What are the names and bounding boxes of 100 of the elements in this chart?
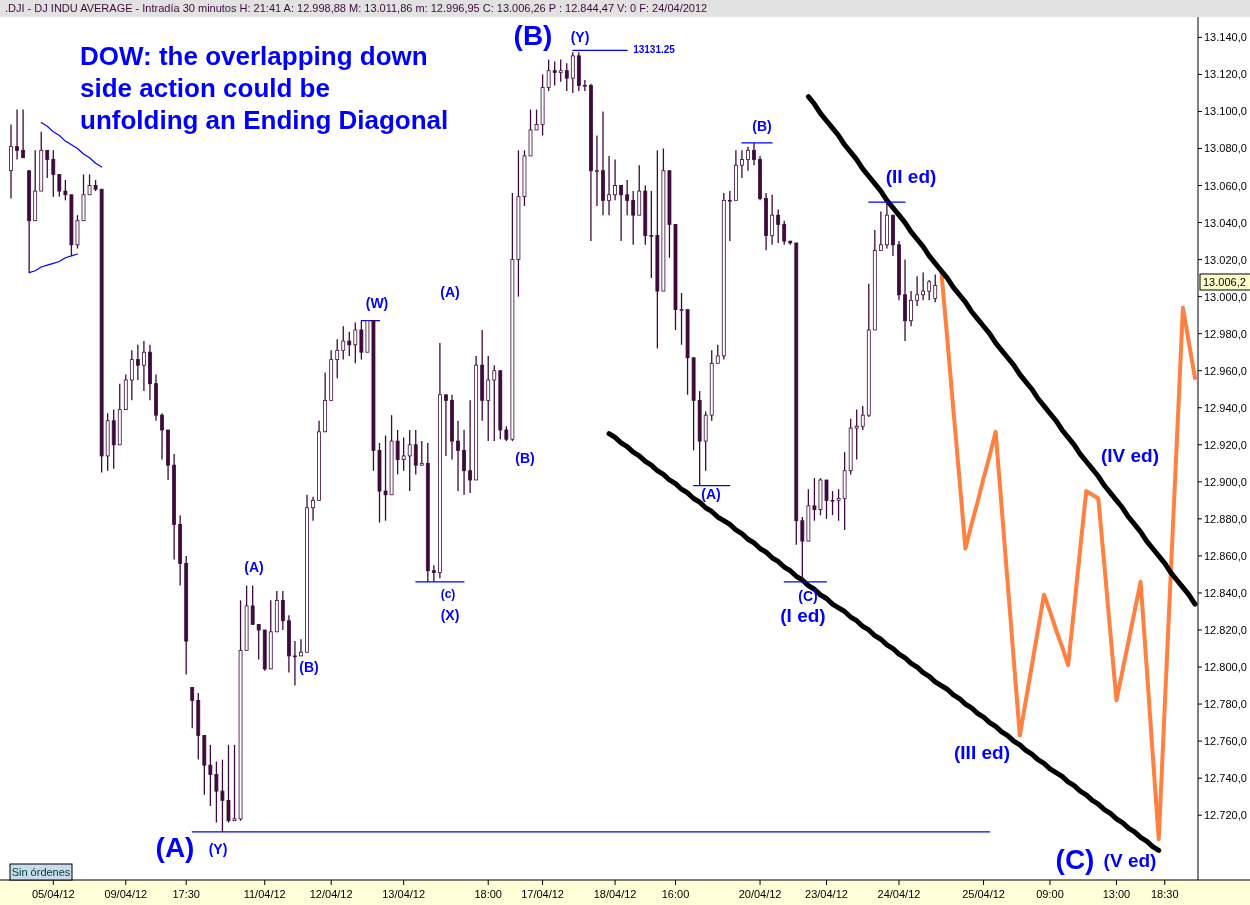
candlestick xyxy=(740,149,744,179)
annotation: Sin órdenes xyxy=(11,866,71,878)
annotation: (I ed) xyxy=(780,605,826,627)
text: 13.006,2 xyxy=(1203,276,1246,288)
y-tick-label: 13.100,0 xyxy=(1204,105,1247,118)
candlestick xyxy=(625,179,630,216)
candlestick xyxy=(444,394,448,457)
candlestick xyxy=(613,158,617,201)
annotation: (IV ed) xyxy=(1100,445,1160,467)
candlestick xyxy=(564,62,569,92)
x-tick-label: 25/04/12 xyxy=(962,888,1005,900)
candlestick xyxy=(419,440,424,466)
candlestick xyxy=(715,344,720,364)
candlestick xyxy=(407,429,412,492)
candlestick xyxy=(280,590,285,631)
candlestick xyxy=(413,429,418,476)
candlestick xyxy=(456,420,460,492)
candlestick xyxy=(492,364,497,442)
annotation: (A) xyxy=(701,485,721,502)
y-tick-label: 12.800,0 xyxy=(1204,661,1247,674)
candlestick xyxy=(921,271,926,301)
y-tick-label: 13.140,0 xyxy=(1204,31,1247,44)
candlestick xyxy=(595,134,599,207)
candlestick xyxy=(631,190,636,246)
annotation: (III ed) xyxy=(954,742,1010,764)
text: DOW: the overlapping down side action could be unfolding an Ending Diagonal xyxy=(80,41,449,135)
x-tick-label: 12/04/12 xyxy=(309,888,353,900)
annotation: (C) xyxy=(1055,844,1095,876)
y-tick-label: 12.780,0 xyxy=(1204,698,1247,711)
candlestick xyxy=(468,399,473,494)
y-tick-label: 12.740,0 xyxy=(1204,772,1247,785)
annotation: (c) xyxy=(440,587,456,602)
candlestick xyxy=(800,516,805,581)
candlestick xyxy=(486,355,491,442)
y-tick-label: 12.720,0 xyxy=(1204,809,1247,822)
y-tick-label: 13.000,0 xyxy=(1204,290,1247,303)
candlestick xyxy=(293,640,297,687)
candlestick xyxy=(299,638,303,657)
y-tick-label: 13.020,0 xyxy=(1204,253,1247,266)
candlestick xyxy=(854,408,859,461)
y-tick-label: 12.880,0 xyxy=(1204,512,1247,525)
candlestick xyxy=(860,405,865,431)
x-tick-label: 13/04/12 xyxy=(382,888,426,900)
x-tick-label: 20/04/12 xyxy=(738,888,782,900)
candlestick xyxy=(160,412,164,461)
y-tick-label: 13.120,0 xyxy=(1204,68,1247,81)
x-tick-label: 18/04/12 xyxy=(593,888,637,900)
candlestick xyxy=(21,108,25,159)
annotation: (II ed) xyxy=(885,166,937,188)
candlestick xyxy=(311,496,315,522)
candlestick xyxy=(57,173,62,198)
y-tick-label: 12.860,0 xyxy=(1204,549,1247,562)
y-tick-label: 13.040,0 xyxy=(1204,216,1247,229)
candlestick xyxy=(909,290,913,327)
annotation: (Y) xyxy=(570,28,590,45)
annotation: (V ed) xyxy=(1103,850,1157,872)
annotation: (B) xyxy=(515,449,535,466)
x-tick-label: 05/04/12 xyxy=(31,888,75,900)
x-tick-label: 24/04/12 xyxy=(877,888,921,900)
candlestick xyxy=(15,108,19,161)
y-tick-label: 12.760,0 xyxy=(1204,735,1247,748)
candlestick xyxy=(752,142,756,166)
candlestick xyxy=(51,149,56,198)
y-tick-label: 12.920,0 xyxy=(1204,438,1247,451)
annotation: (W) xyxy=(365,294,389,311)
candlestick xyxy=(649,190,654,279)
annotation: 13131.25 xyxy=(633,43,676,55)
candlestick xyxy=(353,321,358,364)
annotation: (X) xyxy=(440,606,460,623)
candlestick xyxy=(727,190,732,242)
x-tick-label: 23/04/12 xyxy=(805,888,848,900)
y-tick-label: 12.980,0 xyxy=(1204,327,1247,340)
candlestick xyxy=(401,436,406,472)
annotation: (A) xyxy=(244,558,264,575)
candlestick xyxy=(142,340,146,392)
candlestick xyxy=(619,184,624,242)
y-tick-label: 12.840,0 xyxy=(1204,586,1247,599)
candlestick xyxy=(135,344,140,381)
y-tick-label: 12.900,0 xyxy=(1204,475,1247,488)
candlestick xyxy=(933,273,938,303)
candlestick xyxy=(45,149,50,179)
annotation: (A) xyxy=(155,832,195,864)
x-tick-label: 18:30 xyxy=(1151,888,1179,900)
y-tick-label: 12.960,0 xyxy=(1204,364,1247,377)
candlestick xyxy=(782,220,787,246)
candlestick xyxy=(129,349,134,401)
candlestick xyxy=(746,145,750,172)
x-tick-label: 17:30 xyxy=(172,888,200,900)
annotation: (A) xyxy=(440,283,460,300)
x-tick-label: 11/04/12 xyxy=(243,888,286,900)
x-tick-label: 16:00 xyxy=(661,888,690,900)
x-tick-label: 17/04/12 xyxy=(521,888,565,900)
y-tick-label: 12.820,0 xyxy=(1204,623,1247,636)
candlestick xyxy=(347,331,352,357)
candlestick xyxy=(915,275,920,307)
candlestick xyxy=(776,208,781,244)
candlestick xyxy=(190,686,195,729)
annotation: (B) xyxy=(513,20,553,52)
y-tick-label: 13.060,0 xyxy=(1204,179,1247,192)
annotation: (C) xyxy=(798,587,818,604)
